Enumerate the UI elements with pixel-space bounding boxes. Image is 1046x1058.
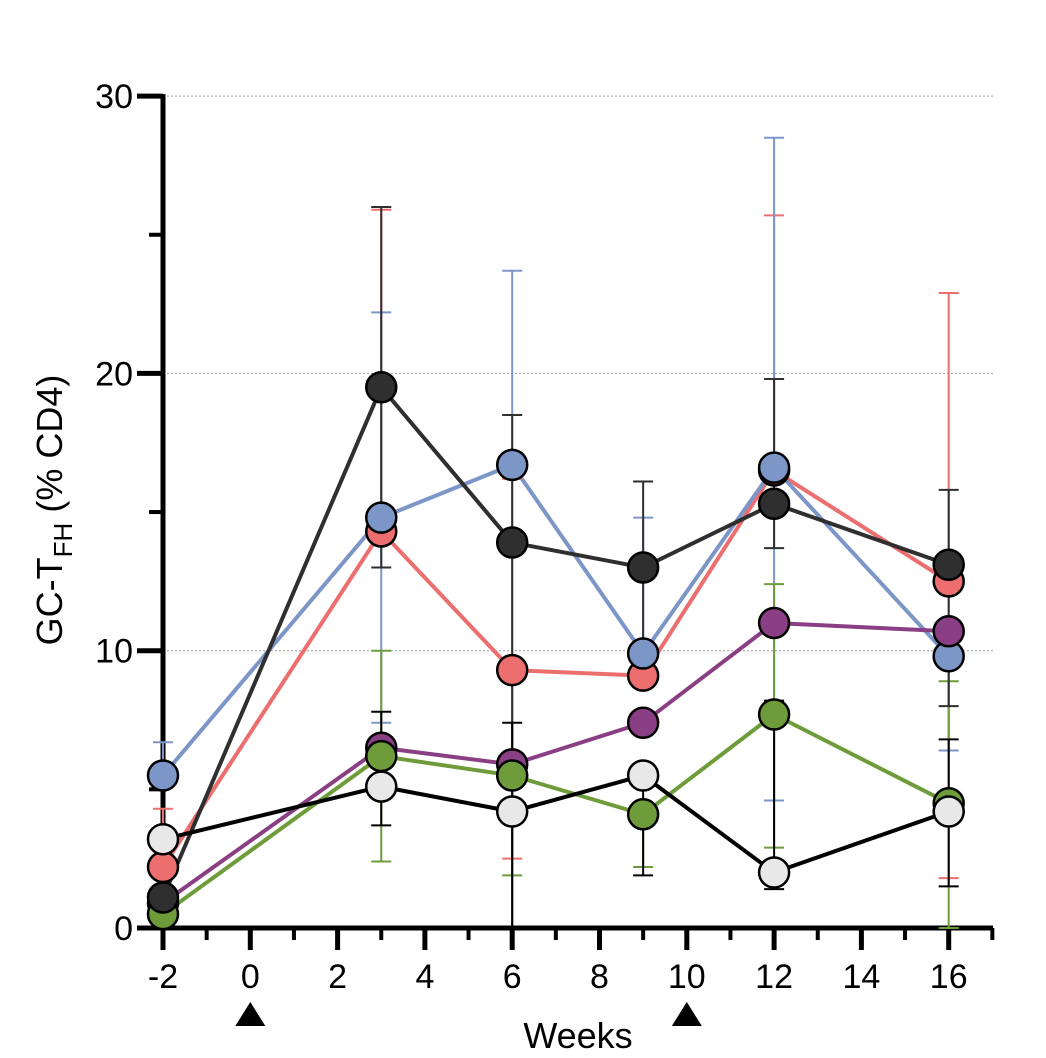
series-line-green — [161, 712, 950, 916]
x-tick-label: -2 — [148, 958, 178, 996]
data-point-pink — [146, 850, 180, 884]
data-point-green — [495, 759, 529, 792]
ticks: 0 10 20 30 -2 0 2 4 6 8 10 12 14 16 — [95, 78, 995, 996]
x-tick-label: 6 — [503, 958, 522, 996]
dose-marker-triangle-icon — [235, 1002, 266, 1026]
data-point-dark-gray — [495, 526, 529, 559]
y-tick-label: 0 — [114, 910, 133, 948]
dose-markers — [235, 1002, 702, 1026]
data-point-blue — [365, 501, 398, 534]
axes — [160, 94, 993, 931]
data-point-light-gray — [626, 759, 660, 792]
data-point-blue — [146, 759, 180, 792]
data-point-blue — [495, 448, 529, 482]
x-tick-label: 10 — [668, 958, 706, 996]
data-point-green — [757, 698, 791, 731]
data-point-blue — [757, 451, 791, 484]
series-line-pink — [161, 468, 950, 869]
data-point-green — [365, 739, 398, 773]
x-tick-label: 16 — [930, 958, 968, 996]
data-point-purple — [626, 706, 660, 740]
data-point-dark-gray — [365, 371, 398, 404]
x-tick-label: 12 — [755, 958, 793, 996]
data-point-dark-gray — [626, 551, 660, 584]
data-point-light-gray — [495, 795, 529, 828]
y-axis-title-subscript: FH — [48, 523, 78, 558]
data-point-light-gray — [365, 770, 398, 803]
data-point-dark-gray — [932, 548, 965, 581]
y-axis-title-main: GC-T — [29, 557, 70, 645]
series-lines — [161, 385, 951, 916]
error-bars — [153, 136, 959, 929]
y-axis-title: GC-TFH (% CD4) — [29, 375, 78, 646]
series-line-blue — [161, 462, 951, 777]
series-line-purple — [161, 620, 949, 905]
x-tick-label: 2 — [328, 958, 347, 996]
data-point-purple — [757, 606, 791, 640]
y-tick-label: 20 — [95, 355, 133, 393]
x-tick-label: 4 — [415, 958, 434, 996]
data-point-green — [626, 798, 660, 831]
data-point-purple — [932, 615, 965, 648]
x-tick-label: 14 — [842, 958, 880, 996]
x-tick-label: 8 — [590, 958, 609, 996]
x-axis-title: Weeks — [523, 1015, 632, 1056]
data-point-light-gray — [932, 795, 965, 828]
data-points — [146, 371, 965, 931]
dose-marker-triangle-icon — [671, 1002, 702, 1026]
data-point-dark-gray — [757, 487, 791, 520]
data-point-pink — [495, 653, 529, 687]
series-line-light-gray — [162, 773, 950, 875]
series-line-dark-gray — [161, 385, 950, 899]
data-point-light-gray — [146, 823, 180, 856]
data-point-dark-gray — [146, 881, 180, 914]
y-tick-label: 10 — [95, 633, 133, 671]
y-axis-title-suffix: (% CD4) — [29, 375, 70, 523]
y-tick-label: 30 — [95, 78, 133, 116]
x-tick-label: 0 — [241, 958, 260, 996]
data-point-light-gray — [757, 856, 791, 889]
data-point-blue — [626, 637, 660, 670]
